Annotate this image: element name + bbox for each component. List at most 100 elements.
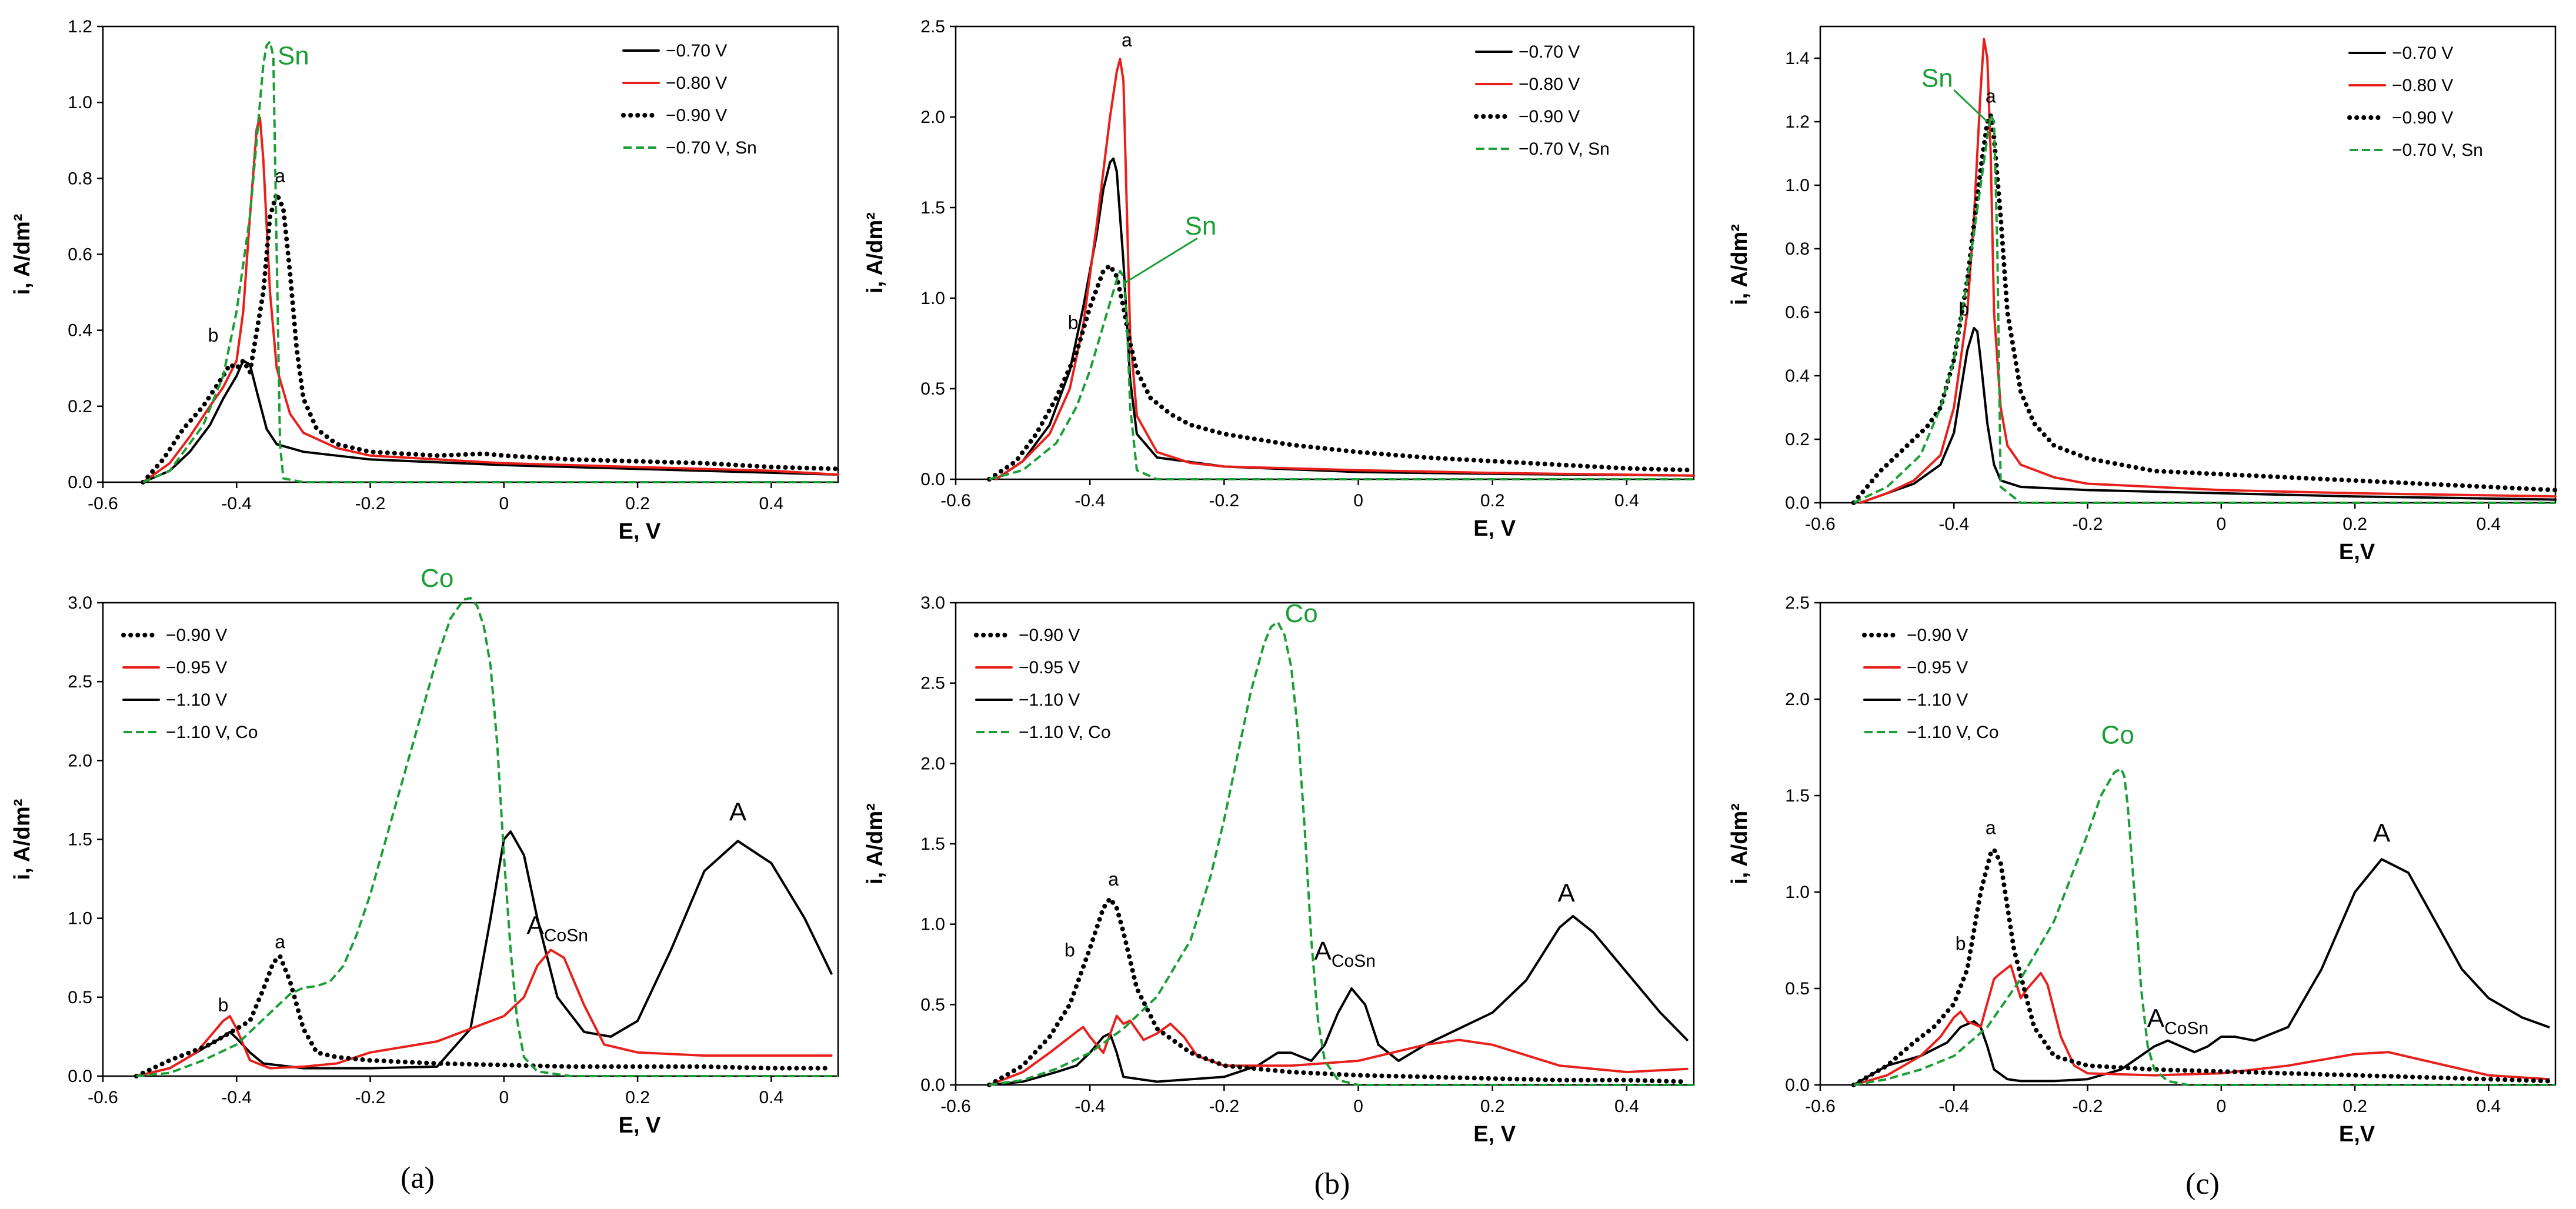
x-tick-label: 0.4 bbox=[2477, 1097, 2501, 1116]
x-tick-label: -0.4 bbox=[1938, 1097, 1969, 1116]
x-axis-label: E, V bbox=[1473, 516, 1516, 541]
chart-c-top: -0.6 -0.4 -0.2 0 0.2 0.4 0.0 0.2 0.4 0.6 0.8 1.0 1.2… bbox=[1727, 25, 2558, 565]
x-tick-label: -0.2 bbox=[2073, 515, 2103, 534]
series-line bbox=[135, 949, 833, 1077]
series-line bbox=[989, 620, 1694, 1086]
series-line bbox=[142, 40, 838, 483]
y-tick-label: 2.0 bbox=[920, 108, 945, 127]
y-tick-label: 0.2 bbox=[1785, 430, 1810, 449]
peak-label: a bbox=[1108, 869, 1119, 890]
y-tick-label: 0.5 bbox=[1785, 979, 1810, 998]
plot-frame bbox=[955, 25, 1695, 480]
x-tick-label: -0.2 bbox=[1209, 1097, 1240, 1116]
peak-label: b bbox=[1956, 933, 1966, 954]
series-line bbox=[142, 359, 839, 483]
x-tick-label: 0.4 bbox=[1614, 491, 1639, 510]
legend-entry: −0.70 V, Sn bbox=[2392, 141, 2483, 160]
panel-label: (c) bbox=[2185, 1167, 2220, 1201]
plot-frame bbox=[102, 25, 839, 483]
legend-entry: −0.90 V bbox=[1519, 107, 1580, 126]
series-line bbox=[1852, 964, 2550, 1086]
series-line bbox=[134, 954, 834, 1078]
y-tick-label: 2.5 bbox=[920, 674, 945, 693]
x-tick-label: 0.4 bbox=[759, 494, 784, 513]
x-tick-label: -0.4 bbox=[1075, 491, 1105, 510]
y-tick-label: 2.0 bbox=[1785, 690, 1810, 709]
series-line bbox=[141, 191, 840, 485]
peak-label: b bbox=[208, 325, 219, 346]
x-tick-label: 0 bbox=[1353, 491, 1363, 510]
x-tick-label: -0.2 bbox=[2073, 1097, 2103, 1116]
series-line bbox=[995, 58, 1695, 480]
legend-entry: −0.95 V bbox=[1019, 658, 1080, 677]
y-tick-label: 0.6 bbox=[68, 245, 92, 265]
legend-entry: −0.90 V bbox=[666, 106, 727, 125]
legend-entry: −0.70 V bbox=[2392, 44, 2453, 63]
legend-entry: −1.10 V, Co bbox=[1019, 723, 1111, 742]
x-axis-label: E, V bbox=[619, 1113, 661, 1138]
peak-label-large: A bbox=[1558, 879, 1576, 907]
y-tick-label: 0.4 bbox=[1785, 366, 1810, 386]
x-tick-label: 0 bbox=[2216, 515, 2226, 534]
series-line bbox=[1851, 113, 2558, 505]
series-line bbox=[989, 269, 1694, 480]
y-axis-label: i, A/dm² bbox=[863, 803, 887, 884]
y-tick-label: 1.5 bbox=[68, 830, 92, 850]
peak-label-large: A bbox=[729, 797, 747, 826]
peak-label-large: A bbox=[2373, 819, 2391, 848]
peak-label-subscript: CoSn bbox=[1332, 951, 1376, 971]
x-tick-label: 0.4 bbox=[1614, 1097, 1639, 1116]
peak-label-large: ACoSn bbox=[527, 911, 588, 946]
chart-a-bottom: -0.6 -0.4 -0.2 0 0.2 0.4 0.0 0.5 1.0 1.5 2.0 2.5 3.0… bbox=[10, 564, 839, 1138]
y-axis-label: i, A/dm² bbox=[10, 214, 35, 295]
peak-label: a bbox=[1122, 29, 1132, 51]
y-axis-label: i, A/dm² bbox=[10, 799, 35, 880]
x-tick-label: 0.2 bbox=[625, 1088, 650, 1107]
legend-entry: −0.80 V bbox=[2392, 76, 2453, 95]
legend-entry: −0.70 V bbox=[1519, 42, 1580, 62]
y-tick-label: 2.5 bbox=[68, 672, 92, 692]
x-tick-label: -0.4 bbox=[221, 494, 252, 513]
y-axis-label: i, A/dm² bbox=[1727, 224, 1752, 305]
legend-entry: −0.80 V bbox=[1519, 75, 1580, 94]
x-tick-label: -0.6 bbox=[88, 1088, 118, 1107]
series-line bbox=[1853, 767, 2555, 1086]
y-tick-label: 0.0 bbox=[68, 1067, 92, 1086]
y-tick-label: 0.4 bbox=[68, 321, 92, 340]
y-tick-label: 1.5 bbox=[1785, 786, 1810, 806]
legend-entry: −0.90 V bbox=[1907, 626, 1968, 645]
x-tick-label: 0 bbox=[2216, 1097, 2226, 1116]
chart-c-bottom: -0.6 -0.4 -0.2 0 0.2 0.4 0.0 0.5 1.0 1.5 2.0 2.5 E,V… bbox=[1727, 593, 2557, 1147]
y-tick-label: 0.0 bbox=[920, 1076, 945, 1095]
legend-entry: −1.10 V bbox=[1019, 690, 1080, 710]
peak-label: a bbox=[275, 931, 285, 953]
x-tick-label: -0.4 bbox=[221, 1088, 252, 1107]
series-line bbox=[995, 157, 1695, 480]
x-tick-label: -0.4 bbox=[1938, 515, 1969, 534]
x-tick-label: 0.2 bbox=[2343, 515, 2367, 534]
series-line bbox=[988, 1014, 1689, 1086]
x-axis-label: E,V bbox=[2339, 540, 2375, 565]
leader-line bbox=[1953, 89, 1988, 123]
peak-label: a bbox=[275, 165, 285, 186]
y-tick-label: 1.2 bbox=[68, 17, 92, 36]
y-tick-label: 2.5 bbox=[920, 17, 945, 36]
element-label: Co bbox=[2101, 720, 2134, 749]
x-tick-label: -0.6 bbox=[1805, 1097, 1836, 1116]
chart-a-top: -0.6 -0.4 -0.2 0 0.2 0.4 0.0 0.2 0.4 0.6 0.8 1.0 1.2… bbox=[10, 17, 840, 544]
peak-label-subscript: CoSn bbox=[2164, 1019, 2208, 1038]
peak-label-large: ACoSn bbox=[2147, 1004, 2208, 1038]
y-tick-label: 1.4 bbox=[1785, 49, 1810, 68]
x-tick-label: -0.6 bbox=[1805, 515, 1836, 534]
chart-b-bottom: -0.6 -0.4 -0.2 0 0.2 0.4 0.0 0.5 1.0 1.5 2.0 2.5 3.0… bbox=[863, 593, 1695, 1147]
y-tick-label: 0.0 bbox=[1785, 1076, 1810, 1095]
y-tick-label: 2.0 bbox=[68, 751, 92, 770]
x-tick-label: 0 bbox=[1353, 1097, 1363, 1116]
peak-label: b bbox=[1065, 939, 1075, 960]
series-line bbox=[142, 116, 839, 483]
x-tick-label: -0.2 bbox=[355, 494, 386, 513]
series-line bbox=[987, 263, 1696, 482]
legend-entry: −1.10 V, Co bbox=[1907, 723, 1999, 742]
y-axis-label: i, A/dm² bbox=[863, 212, 887, 293]
peak-label: a bbox=[1986, 86, 1996, 107]
